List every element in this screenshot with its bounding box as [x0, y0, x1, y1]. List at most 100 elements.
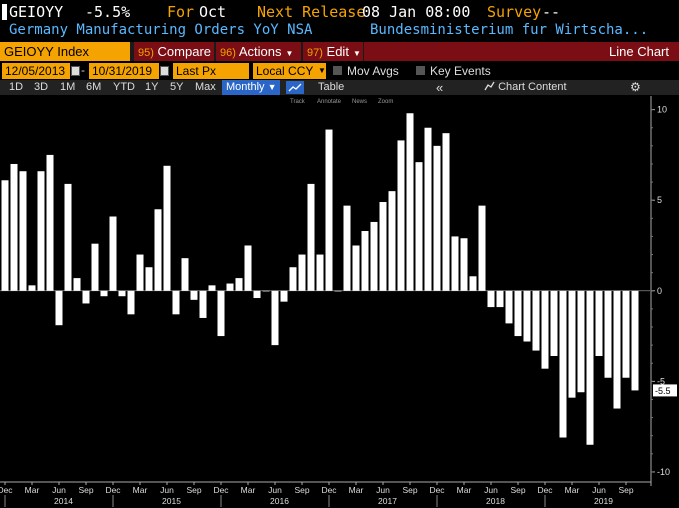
range-5y[interactable]: 5Y — [170, 81, 184, 93]
bar-19 — [172, 290, 180, 315]
calendar-icon[interactable] — [160, 66, 169, 76]
security-field[interactable]: GEIOYY Index — [0, 42, 130, 61]
end-date-field[interactable]: 10/31/2019 — [89, 63, 159, 79]
y-tick-label: -5 — [657, 376, 665, 386]
collapse-icon[interactable]: « — [436, 80, 444, 95]
calendar-icon[interactable] — [71, 66, 80, 76]
source: Bundesministerium fur Wirtscha... — [370, 22, 649, 38]
bar-45 — [406, 113, 414, 291]
chart-type-label[interactable]: Line Chart — [364, 42, 679, 61]
range-3d[interactable]: 3D — [34, 81, 49, 93]
bar-0 — [1, 180, 9, 291]
y-tick-label: -10 — [657, 467, 670, 477]
bar-56 — [505, 290, 513, 324]
bar-60 — [541, 290, 549, 369]
tool-annotate: Annotate — [317, 99, 342, 105]
frequency-selector[interactable]: Monthly ▼ — [222, 80, 280, 95]
start-date-field[interactable]: 12/05/2013 — [2, 63, 70, 79]
chevron-down-icon[interactable]: ▼ — [317, 63, 326, 79]
year-label: 2014 — [54, 496, 73, 506]
bar-16 — [145, 267, 153, 291]
bar-67 — [604, 290, 612, 378]
field-selector[interactable]: Last Px — [173, 63, 249, 79]
x-axis: Dec Mar Jun Sep Dec Mar Jun Sep Dec Mar Jun Sep Dec M… — [0, 481, 651, 507]
bar-65 — [586, 290, 594, 445]
bar-38 — [343, 205, 351, 291]
bar-1 — [10, 163, 18, 291]
range-max[interactable]: Max — [195, 81, 216, 93]
bar-31 — [280, 290, 288, 302]
range-1d[interactable]: 1D — [9, 81, 24, 93]
bar-21 — [190, 290, 198, 300]
year-label: 2017 — [378, 496, 397, 506]
bar-3 — [28, 285, 36, 291]
x-tick-label: Mar — [457, 485, 472, 495]
x-tick-label: Mar — [565, 485, 580, 495]
x-tick-label: Jun — [376, 485, 390, 495]
bar-49 — [442, 133, 450, 291]
bar-18 — [163, 165, 171, 291]
y-tick-label: 0 — [657, 286, 662, 296]
bar-55 — [496, 290, 504, 308]
chart-area[interactable]: Track Annotate News Zoom 10 5 0 -5 -10 -5.5 D… — [0, 96, 679, 508]
bar-63 — [568, 290, 576, 398]
security-description: Germany Manufacturing Orders YoY NSA Bun… — [0, 22, 679, 40]
next-release-label: Next Release — [257, 3, 366, 21]
bar-30 — [271, 290, 279, 346]
bar-7 — [64, 183, 72, 291]
bar-37 — [334, 290, 342, 292]
key-events-label: Key Events — [430, 64, 491, 78]
bar-62 — [559, 290, 567, 438]
bar-36 — [325, 129, 333, 291]
bar-2 — [19, 171, 27, 291]
x-tick-label: Mar — [25, 485, 40, 495]
range-1m[interactable]: 1M — [60, 81, 76, 93]
y-tick-label: 10 — [657, 105, 667, 115]
survey-label: Survey — [487, 3, 542, 21]
caret-down-icon: ▼ — [285, 49, 294, 58]
bar-39 — [352, 245, 360, 291]
line-chart-icon[interactable] — [286, 81, 304, 94]
x-tick-label: Dec — [429, 485, 445, 495]
x-tick-label: Jun — [160, 485, 174, 495]
bar-54 — [487, 290, 495, 308]
bar-48 — [433, 145, 441, 291]
bar-28 — [253, 290, 261, 299]
chart-content-button[interactable]: Chart Content — [484, 80, 567, 95]
x-tick-label: Jun — [592, 485, 606, 495]
bar-59 — [532, 290, 540, 351]
bar-17 — [154, 209, 162, 291]
range-ytd[interactable]: YTD — [113, 81, 135, 93]
x-tick-label: Jun — [268, 485, 282, 495]
table-button[interactable]: Table — [318, 81, 345, 93]
bar-22 — [199, 290, 207, 318]
currency-selector[interactable]: Local CCY — [253, 63, 317, 79]
range-6m[interactable]: 6M — [86, 81, 102, 93]
edit-menu[interactable]: 97) Edit ▼ — [303, 42, 363, 61]
bar-66 — [595, 290, 603, 356]
x-tick-label: Jun — [484, 485, 498, 495]
gear-icon[interactable]: ⚙ — [630, 80, 641, 94]
key-events-checkbox[interactable] — [416, 66, 425, 75]
bar-61 — [550, 290, 558, 356]
compare-button[interactable]: 95) Compare — [134, 42, 214, 61]
next-release-date: 08 Jan 08:00 — [362, 3, 471, 21]
range-1y[interactable]: 1Y — [145, 81, 159, 93]
y-axis: 10 5 0 -5 -10 -5.5 — [650, 96, 677, 486]
bar-40 — [361, 231, 369, 291]
mov-avgs-label: Mov Avgs — [347, 64, 399, 78]
x-tick-label: Sep — [510, 485, 525, 495]
bar-25 — [226, 283, 234, 291]
range-bar: 1D 3D 1M 6M YTD 1Y 5Y Max Monthly ▼ Tabl… — [0, 80, 679, 95]
tool-news: News — [352, 99, 367, 105]
bar-50 — [451, 236, 459, 291]
mov-avgs-checkbox[interactable] — [333, 66, 342, 75]
for-label: For — [167, 3, 195, 21]
security-header: GEIOYY -5.5% For Oct Next Release 08 Jan… — [0, 2, 679, 22]
bar-8 — [73, 278, 81, 291]
bar-68 — [613, 290, 621, 409]
x-tick-label: Dec — [321, 485, 337, 495]
bar-23 — [208, 285, 216, 291]
bar-34 — [307, 183, 315, 291]
actions-menu[interactable]: 96) Actions ▼ — [216, 42, 301, 61]
